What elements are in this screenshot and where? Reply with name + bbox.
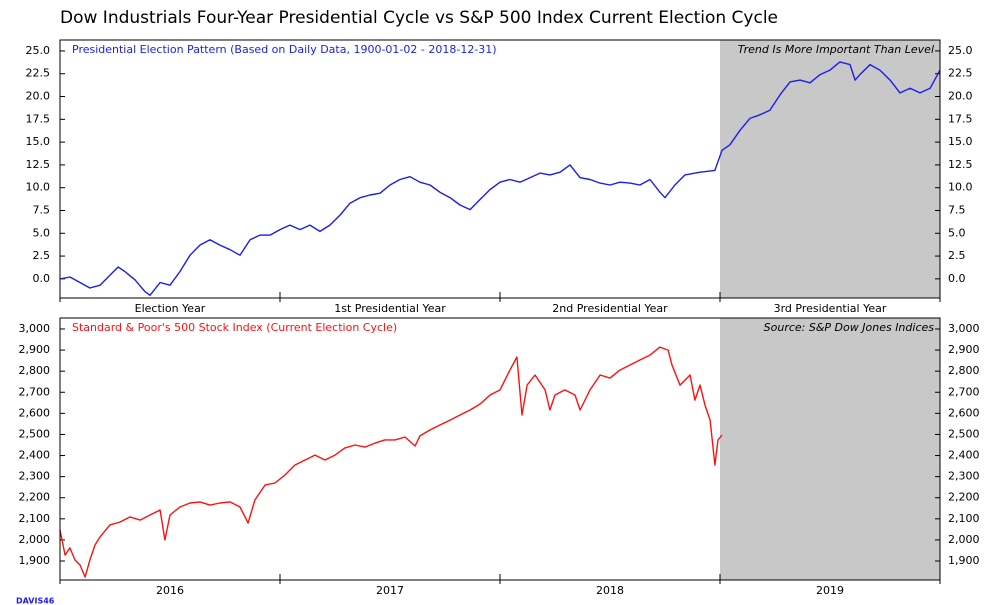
y2-tick-label: 22.5 — [948, 67, 973, 80]
annotation: Source: S&P Dow Jones Indices — [764, 321, 935, 334]
y-tick-label: 20.0 — [26, 90, 51, 103]
shaded-region — [720, 40, 940, 298]
y-tick-label: 10.0 — [26, 181, 51, 194]
y2-tick-label: 2,100 — [948, 512, 980, 525]
plot-frame — [59, 39, 941, 299]
y-tick-label: 2,200 — [19, 491, 51, 504]
y2-tick-label: 15.0 — [948, 135, 973, 148]
y2-tick-label: 10.0 — [948, 181, 973, 194]
y-tick-label: 17.5 — [26, 112, 51, 125]
y-tick-label: 2,300 — [19, 470, 51, 483]
footer: DAVIS46 — [16, 597, 55, 605]
legend-label: Presidential Election Pattern (Based on … — [72, 43, 497, 56]
y2-tick-label: 5.0 — [948, 226, 966, 239]
shaded-region — [720, 318, 940, 580]
y-tick-label: 1,900 — [19, 554, 51, 567]
x-period-label: Election Year — [135, 302, 206, 315]
data-line — [59, 61, 941, 296]
y2-tick-label: 2.5 — [948, 249, 966, 262]
y2-tick-label: 1,900 — [948, 554, 980, 567]
y2-tick-label: 12.5 — [948, 158, 973, 171]
plot-frame — [59, 317, 941, 581]
y2-tick-label: 2,800 — [948, 364, 980, 377]
x-period-label: 2017 — [376, 584, 404, 597]
x-period-label: 2nd Presidential Year — [552, 302, 668, 315]
y-tick-label: 5.0 — [33, 226, 51, 239]
x-period-label: 2019 — [816, 584, 844, 597]
x-period-label: 3rd Presidential Year — [774, 302, 887, 315]
y2-tick-label: 2,300 — [948, 470, 980, 483]
y-tick-label: 2,800 — [19, 364, 51, 377]
chart-title: Dow Industrials Four-Year Presidential C… — [60, 8, 778, 28]
x-period-label: 2018 — [596, 584, 624, 597]
annotation: Trend Is More Important Than Level — [738, 43, 934, 56]
y-tick-label: 0.0 — [33, 272, 51, 285]
y2-tick-label: 2,500 — [948, 427, 980, 440]
y-tick-label: 2.5 — [33, 249, 51, 262]
y-tick-label: 3,000 — [19, 322, 51, 335]
y2-tick-label: 0.0 — [948, 272, 966, 285]
y2-tick-label: 2,000 — [948, 533, 980, 546]
y2-tick-label: 20.0 — [948, 90, 973, 103]
y-tick-label: 2,400 — [19, 449, 51, 462]
y-tick-label: 7.5 — [33, 203, 51, 216]
x-period-label: 1st Presidential Year — [334, 302, 446, 315]
y2-tick-label: 25.0 — [948, 44, 973, 57]
y-tick-label: 22.5 — [26, 67, 51, 80]
y-tick-label: 2,000 — [19, 533, 51, 546]
y-tick-label: 2,100 — [19, 512, 51, 525]
x-period-label: 2016 — [156, 584, 184, 597]
y-tick-label: 2,600 — [19, 406, 51, 419]
data-line — [59, 346, 723, 578]
y2-tick-label: 7.5 — [948, 203, 966, 216]
y-tick-label: 25.0 — [26, 44, 51, 57]
y2-tick-label: 2,700 — [948, 385, 980, 398]
y-tick-label: 15.0 — [26, 135, 51, 148]
y2-tick-label: 2,200 — [948, 491, 980, 504]
y-tick-label: 2,900 — [19, 343, 51, 356]
y2-tick-label: 2,400 — [948, 449, 980, 462]
y2-tick-label: 3,000 — [948, 322, 980, 335]
y2-tick-label: 2,900 — [948, 343, 980, 356]
y-tick-label: 2,700 — [19, 385, 51, 398]
legend-label: Standard & Poor's 500 Stock Index (Curre… — [72, 321, 397, 334]
y2-tick-label: 2,600 — [948, 406, 980, 419]
y2-tick-label: 17.5 — [948, 112, 973, 125]
y-tick-label: 2,500 — [19, 427, 51, 440]
y-tick-label: 12.5 — [26, 158, 51, 171]
